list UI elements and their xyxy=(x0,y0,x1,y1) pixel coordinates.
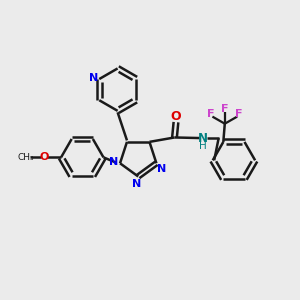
Text: CH₃: CH₃ xyxy=(17,153,34,162)
Text: N: N xyxy=(157,164,166,174)
Text: F: F xyxy=(221,104,229,114)
Text: N: N xyxy=(89,74,98,83)
Text: N: N xyxy=(198,131,208,145)
Text: N: N xyxy=(132,178,141,189)
Text: N: N xyxy=(109,157,118,167)
Text: F: F xyxy=(235,109,243,119)
Text: O: O xyxy=(40,152,49,162)
Text: F: F xyxy=(207,109,214,119)
Text: O: O xyxy=(171,110,181,123)
Text: H: H xyxy=(199,141,207,151)
